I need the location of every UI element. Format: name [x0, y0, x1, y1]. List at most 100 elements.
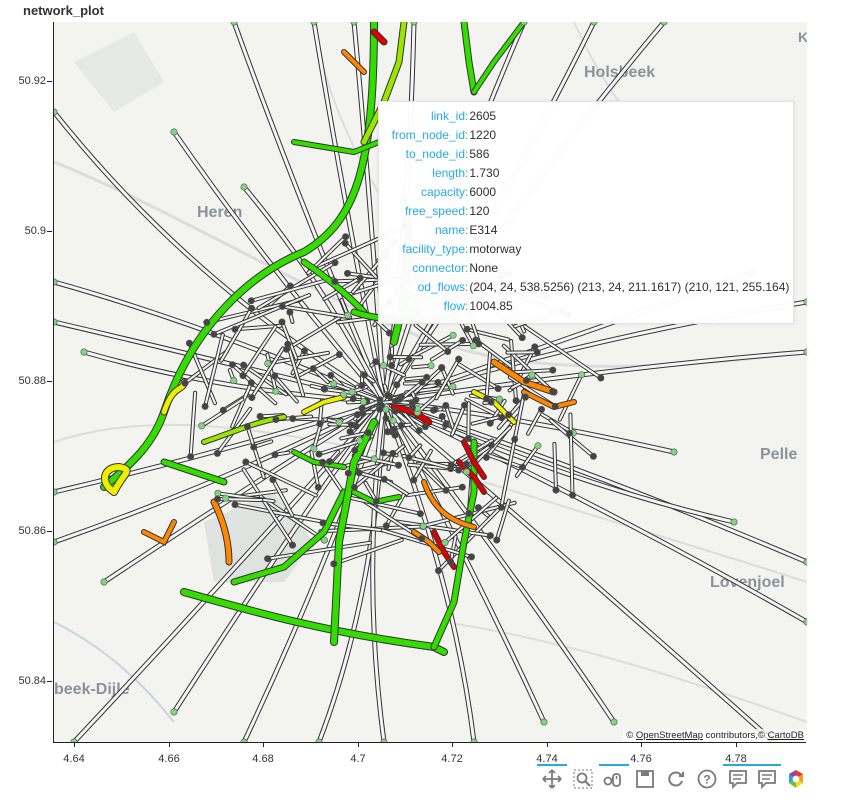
network-node[interactable]: [198, 422, 206, 430]
network-node[interactable]: [370, 455, 378, 463]
network-link[interactable]: [285, 315, 343, 351]
network-link[interactable]: [161, 459, 227, 485]
network-link[interactable]: [250, 347, 284, 399]
network-node[interactable]: [447, 558, 455, 566]
network-link[interactable]: [292, 140, 381, 155]
network-link[interactable]: [382, 400, 616, 724]
network-node[interactable]: [389, 417, 397, 425]
network-node[interactable]: [54, 108, 58, 116]
network-link[interactable]: [553, 442, 557, 492]
network-node[interactable]: [385, 329, 393, 337]
network-node[interactable]: [549, 388, 557, 396]
network-link[interactable]: [102, 463, 130, 495]
network-node[interactable]: [390, 425, 398, 433]
network-link[interactable]: [457, 460, 486, 494]
network-link[interactable]: [250, 277, 334, 302]
network-link[interactable]: [310, 451, 320, 489]
box-zoom-tool-icon[interactable]: [572, 768, 594, 790]
network-link[interactable]: [295, 353, 341, 379]
network-node[interactable]: [493, 536, 501, 544]
network-node[interactable]: [393, 381, 401, 389]
hover-tool-icon[interactable]: [727, 768, 749, 790]
network-node[interactable]: [495, 395, 503, 403]
network-node[interactable]: [350, 22, 358, 26]
network-node[interactable]: [278, 302, 286, 310]
network-link[interactable]: [142, 520, 176, 545]
network-node[interactable]: [458, 483, 466, 491]
network-node[interactable]: [344, 311, 352, 319]
network-node[interactable]: [289, 541, 297, 549]
network-link[interactable]: [212, 294, 311, 336]
network-node[interactable]: [340, 391, 348, 399]
network-link[interactable]: [507, 369, 554, 374]
network-node[interactable]: [54, 538, 58, 546]
network-node[interactable]: [269, 476, 277, 484]
network-link[interactable]: [321, 521, 386, 532]
network-node[interactable]: [231, 501, 239, 509]
network-node[interactable]: [386, 353, 394, 361]
network-link[interactable]: [260, 496, 326, 542]
network-node[interactable]: [382, 414, 390, 422]
network-node[interactable]: [331, 259, 339, 267]
network-node[interactable]: [528, 371, 536, 379]
network-node[interactable]: [358, 381, 366, 389]
network-node[interactable]: [335, 350, 343, 358]
network-node[interactable]: [240, 183, 248, 191]
network-link[interactable]: [507, 314, 602, 379]
network-node[interactable]: [494, 385, 502, 393]
network-node[interactable]: [341, 239, 349, 247]
network-link[interactable]: [401, 381, 424, 399]
network-node[interactable]: [230, 376, 238, 384]
network-node[interactable]: [248, 393, 256, 401]
network-node[interactable]: [410, 476, 418, 484]
network-link[interactable]: [301, 259, 367, 315]
network-node[interactable]: [320, 385, 328, 393]
flow-links[interactable]: [100, 22, 577, 656]
network-link[interactable]: [569, 413, 574, 497]
network-node[interactable]: [431, 405, 439, 413]
network-node[interactable]: [364, 429, 372, 437]
network-node[interactable]: [465, 509, 473, 517]
network-link[interactable]: [184, 350, 228, 385]
network-node[interactable]: [455, 466, 463, 474]
network-node[interactable]: [343, 269, 351, 277]
network-node[interactable]: [442, 486, 450, 494]
network-node[interactable]: [347, 421, 355, 429]
network-node[interactable]: [730, 518, 738, 526]
network-link[interactable]: [331, 419, 377, 645]
network-node[interactable]: [187, 453, 195, 461]
network-node[interactable]: [505, 411, 513, 419]
network-node[interactable]: [350, 483, 358, 491]
network-node[interactable]: [348, 388, 356, 396]
network-link[interactable]: [266, 541, 372, 560]
network-node[interactable]: [384, 391, 392, 399]
network-node[interactable]: [597, 374, 605, 382]
network-link[interactable]: [302, 395, 346, 414]
network-node[interactable]: [511, 435, 519, 443]
network-node[interactable]: [487, 398, 495, 406]
network-node[interactable]: [80, 348, 88, 356]
network-node[interactable]: [442, 420, 450, 428]
network-node[interactable]: [568, 491, 576, 499]
network-link[interactable]: [286, 343, 305, 397]
network-node[interactable]: [243, 422, 251, 430]
network-node[interactable]: [358, 404, 366, 412]
network-node[interactable]: [271, 372, 279, 380]
network-node[interactable]: [230, 22, 238, 26]
network-node[interactable]: [344, 469, 352, 477]
network-link[interactable]: [242, 468, 294, 547]
network-node[interactable]: [421, 423, 429, 431]
network-node[interactable]: [351, 446, 359, 454]
network-node[interactable]: [565, 429, 573, 437]
wheel-zoom-tool-icon[interactable]: [603, 768, 625, 790]
network-link[interactable]: [54, 400, 386, 544]
network-node[interactable]: [447, 461, 455, 469]
network-link[interactable]: [231, 381, 253, 428]
network-link[interactable]: [332, 538, 403, 565]
network-node[interactable]: [388, 361, 396, 369]
network-link[interactable]: [451, 404, 466, 436]
network-link[interactable]: [189, 391, 197, 458]
network-node[interactable]: [247, 379, 255, 387]
network-node[interactable]: [474, 504, 482, 512]
network-node[interactable]: [487, 441, 495, 449]
